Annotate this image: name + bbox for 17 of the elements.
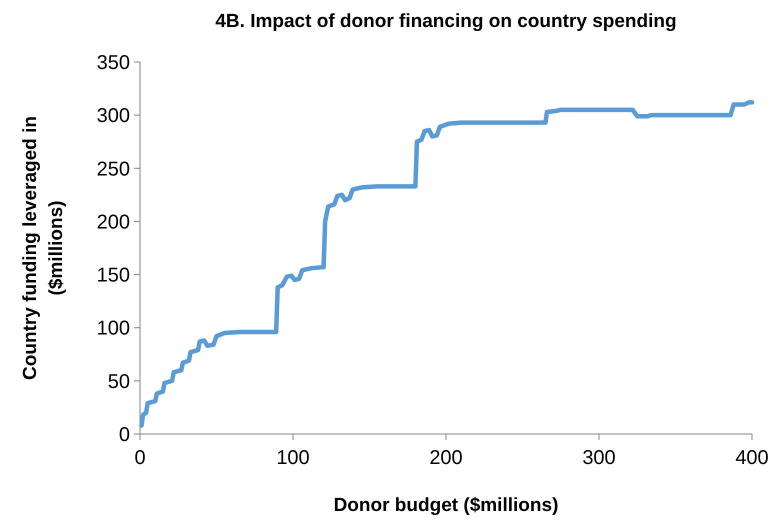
y-tick-label: 50 — [108, 370, 130, 393]
y-tick-label: 300 — [96, 105, 130, 128]
x-tick-label: 400 — [735, 447, 769, 469]
y-tick-label: 150 — [96, 264, 130, 287]
y-tick-label: 0 — [118, 424, 130, 446]
y-tick-label: 200 — [96, 211, 130, 234]
y-axis-title: Country funding leveraged in ($millions) — [20, 116, 67, 380]
x-tick-label: 300 — [582, 447, 616, 469]
line-series — [139, 100, 754, 428]
x-tick-label: 100 — [276, 447, 310, 469]
y-tick-label: 100 — [96, 318, 130, 340]
chart-title: 4B. Impact of donor financing on country spending — [215, 11, 677, 32]
x-tick-label: 200 — [429, 447, 463, 469]
x-axis-title: Donor budget ($millions) — [334, 495, 558, 516]
x-tick-label: 0 — [134, 447, 146, 469]
y-tick-label: 350 — [96, 52, 130, 74]
y-tick-label: 250 — [96, 158, 130, 180]
